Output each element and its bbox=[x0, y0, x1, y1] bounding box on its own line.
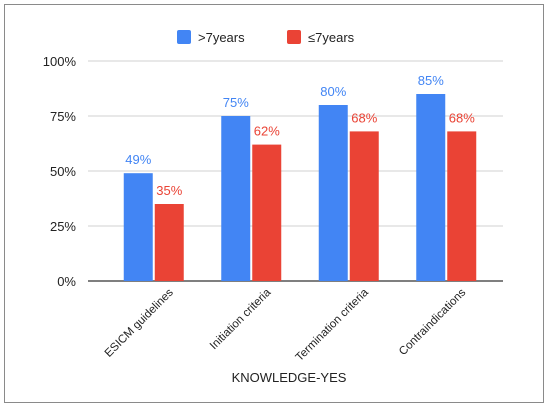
bar bbox=[221, 116, 251, 281]
bar bbox=[416, 94, 446, 281]
x-tick-label: Initiation criteria bbox=[208, 286, 274, 352]
data-label: 80% bbox=[320, 84, 346, 99]
bar bbox=[154, 204, 184, 281]
legend-label: >7years bbox=[198, 30, 245, 45]
y-tick-label: 0% bbox=[57, 274, 76, 289]
data-label: 62% bbox=[254, 124, 280, 139]
data-label: 75% bbox=[223, 95, 249, 110]
x-tick-label: ESICM guidelines bbox=[103, 286, 176, 359]
y-tick-label: 75% bbox=[50, 109, 76, 124]
x-tick-label: Contraindications bbox=[397, 286, 468, 357]
bars: 49% 35% 75% 62% 80% 68% 85% 68% bbox=[123, 73, 477, 281]
data-label: 49% bbox=[125, 152, 151, 167]
x-axis-title: KNOWLEDGE-YES bbox=[232, 370, 347, 385]
legend: >7years ≤7years bbox=[177, 30, 355, 45]
y-tick-label: 50% bbox=[50, 164, 76, 179]
legend-swatch bbox=[287, 30, 301, 44]
y-tick-label: 100% bbox=[43, 54, 77, 69]
x-axis: ESICM guidelines Initiation criteria Termi… bbox=[103, 286, 469, 364]
legend-swatch bbox=[177, 30, 191, 44]
bar bbox=[447, 131, 477, 281]
x-tick-label: Termination criteria bbox=[294, 286, 372, 364]
data-label: 68% bbox=[351, 110, 377, 125]
data-label: 68% bbox=[449, 110, 475, 125]
bar bbox=[349, 131, 379, 281]
data-label: 85% bbox=[418, 73, 444, 88]
y-axis: 0% 25% 50% 75% 100% bbox=[43, 54, 77, 289]
bar bbox=[252, 144, 282, 281]
legend-label: ≤7years bbox=[308, 30, 355, 45]
bar bbox=[123, 173, 153, 281]
y-tick-label: 25% bbox=[50, 219, 76, 234]
data-label: 35% bbox=[156, 183, 182, 198]
bar bbox=[318, 105, 348, 281]
